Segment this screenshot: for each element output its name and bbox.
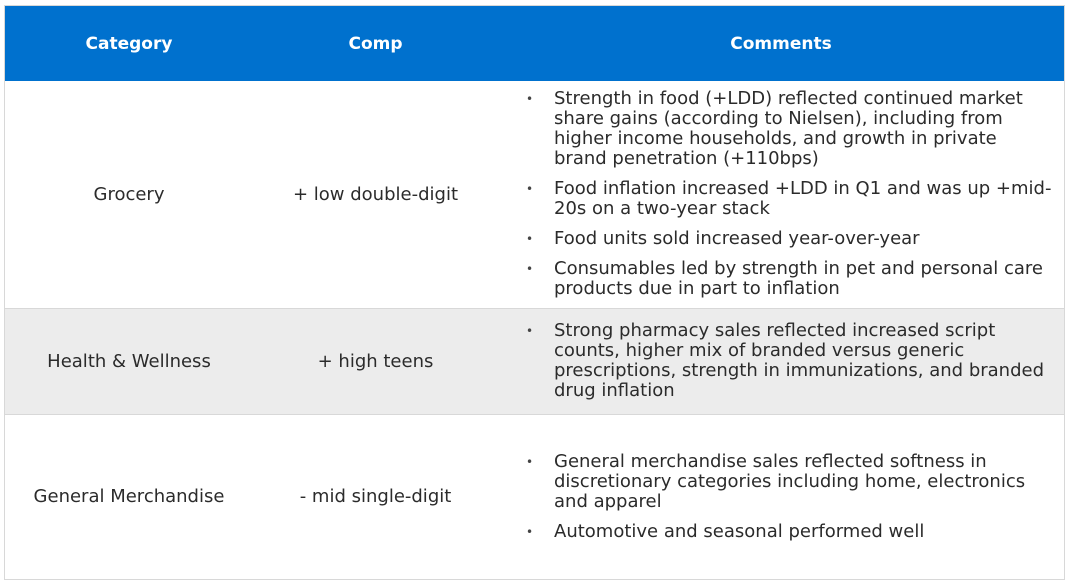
comments-cell: • General merchandise sales reflected sof…: [498, 414, 1064, 579]
comment-item: • Consumables led by strength in pet and …: [526, 259, 1054, 299]
comment-text: Strong pharmacy sales reflected increase…: [554, 320, 1045, 401]
header-comp: Comp: [253, 6, 498, 81]
comment-text: Consumables led by strength in pet and p…: [554, 258, 1043, 300]
category-cell: General Merchandise: [5, 414, 253, 579]
comment-item: • Food units sold increased year-over-yea…: [526, 229, 1054, 249]
comment-item: • Strong pharmacy sales reflected increas…: [526, 321, 1054, 401]
comment-text: Automotive and seasonal performed well: [554, 520, 925, 542]
comments-cell: • Strength in food (+LDD) reflected conti…: [498, 81, 1064, 309]
comp-sales-table: Category Comp Comments Grocery + low dou…: [5, 6, 1064, 579]
comment-text: General merchandise sales reflected soft…: [554, 450, 1026, 512]
bullet-icon: •: [526, 262, 534, 277]
comments-list: • General merchandise sales reflected sof…: [498, 450, 1064, 542]
header-comments: Comments: [498, 6, 1064, 81]
comments-cell: • Strong pharmacy sales reflected increas…: [498, 308, 1064, 415]
comment-item: • Food inflation increased +LDD in Q1 and…: [526, 179, 1054, 219]
comments-list: • Strength in food (+LDD) reflected conti…: [498, 89, 1064, 299]
comp-sales-table-container: Category Comp Comments Grocery + low dou…: [4, 5, 1065, 580]
header-row: Category Comp Comments: [5, 6, 1064, 81]
header-category: Category: [5, 6, 253, 81]
bullet-icon: •: [526, 524, 534, 539]
category-cell: Health & Wellness: [5, 308, 253, 415]
bullet-icon: •: [526, 324, 534, 338]
comment-item: • Automotive and seasonal performed well: [526, 520, 1054, 542]
table-header: Category Comp Comments: [5, 6, 1064, 81]
bullet-icon: •: [526, 92, 534, 107]
table-row-health-wellness: Health & Wellness + high teens • Strong p…: [5, 308, 1064, 415]
bullet-icon: •: [526, 454, 534, 469]
category-cell: Grocery: [5, 81, 253, 309]
comp-cell: + high teens: [253, 308, 498, 415]
bullet-icon: •: [526, 232, 534, 247]
table-row-general-merchandise: General Merchandise - mid single-digit •…: [5, 414, 1064, 579]
comment-text: Food inflation increased +LDD in Q1 and …: [554, 178, 1052, 220]
comment-item: • Strength in food (+LDD) reflected conti…: [526, 89, 1054, 169]
comment-text: Food units sold increased year-over-year: [554, 228, 920, 250]
comp-cell: + low double-digit: [253, 81, 498, 309]
comp-cell: - mid single-digit: [253, 414, 498, 579]
table-body: Grocery + low double-digit • Strength in …: [5, 81, 1064, 579]
table-row-grocery: Grocery + low double-digit • Strength in …: [5, 81, 1064, 309]
comment-item: • General merchandise sales reflected sof…: [526, 450, 1054, 512]
comment-text: Strength in food (+LDD) reflected contin…: [554, 88, 1023, 170]
bullet-icon: •: [526, 182, 534, 197]
comments-list: • Strong pharmacy sales reflected increas…: [498, 321, 1064, 401]
